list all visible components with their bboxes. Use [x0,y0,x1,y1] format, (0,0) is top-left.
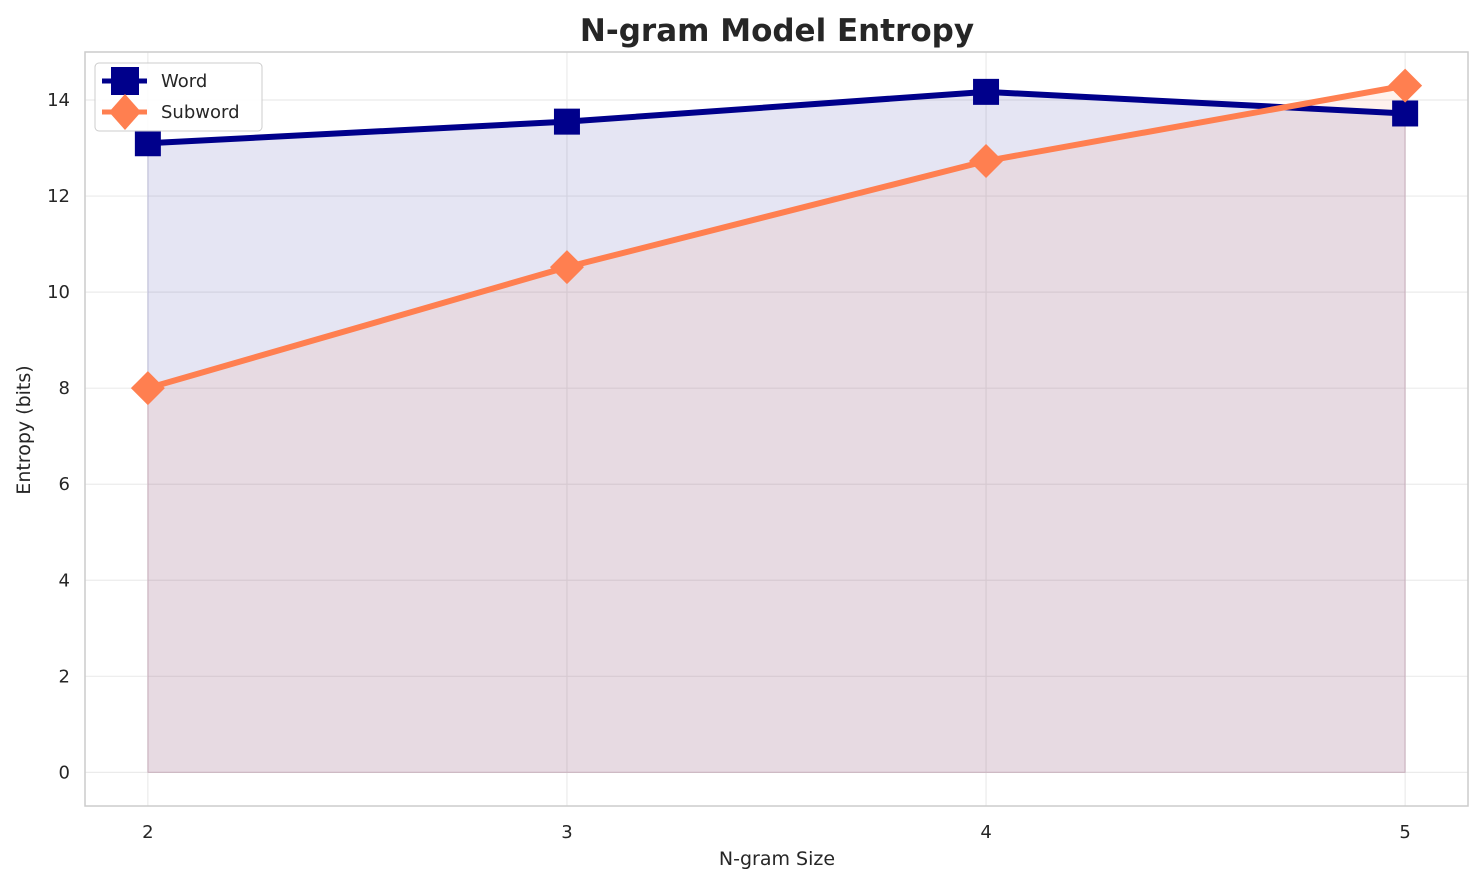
x-tick-label: 5 [1399,822,1410,843]
y-tick-label: 8 [59,378,70,399]
series-markers [130,68,1423,406]
y-tick-label: 4 [59,570,70,591]
y-tick-label: 10 [47,282,70,303]
legend-marker-subword [109,94,141,130]
data-point-subword [549,250,584,285]
series-line-subword [147,82,1406,392]
x-tick-label: 4 [980,822,991,843]
data-point-subword [1388,68,1423,103]
plot-frame [84,51,1469,807]
legend-label-word: Word [161,71,207,92]
y-tick-label: 14 [47,90,70,111]
area-fills [147,85,1406,773]
series-line-word [147,88,1406,147]
y-axis-label: Entropy (bits) [13,365,35,494]
data-point-word [553,108,580,135]
legend: Word Subword [94,62,263,132]
plot-background [85,52,1468,806]
data-point-word [134,130,161,157]
y-tick-label: 2 [59,666,70,687]
data-point-word [973,78,1000,105]
x-axis-ticks: 2 3 4 5 [142,822,1411,843]
legend-label-subword: Subword [161,102,240,123]
chart-title: N-gram Model Entropy [580,13,974,49]
data-point-subword [130,371,165,406]
y-tick-label: 0 [59,762,70,783]
x-tick-label: 3 [561,822,572,843]
x-tick-label: 2 [142,822,153,843]
grid [85,52,1468,806]
y-tick-label: 6 [59,474,70,495]
y-axis-ticks: 0 2 4 6 8 10 12 14 [47,90,70,783]
data-point-word [1392,100,1419,127]
x-axis-label: N-gram Size [719,848,835,870]
series-lines [147,82,1406,392]
y-tick-label: 12 [47,186,70,207]
legend-marker-word [111,67,139,95]
data-point-subword [969,144,1004,179]
